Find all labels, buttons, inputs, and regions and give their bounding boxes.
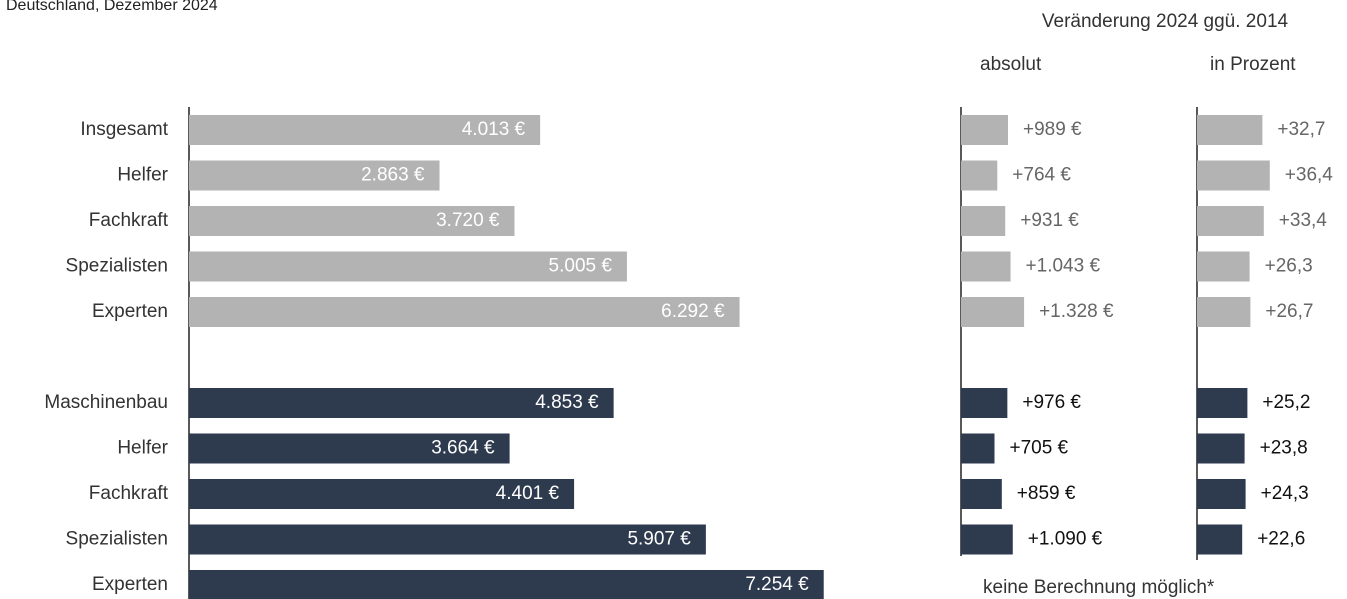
- value-label: +764 €: [1012, 165, 1071, 186]
- value-label: 7.254 €: [745, 574, 809, 595]
- chart-subtitle: Deutschland, Dezember 2024: [6, 0, 218, 14]
- panel-title: absolut: [980, 54, 1042, 75]
- bar: [961, 479, 1002, 509]
- bar: [189, 297, 740, 327]
- panel-title: in Prozent: [1210, 54, 1296, 75]
- value-label: +23,8: [1260, 438, 1308, 459]
- bar: [1197, 297, 1251, 327]
- bar: [1197, 479, 1246, 509]
- category-label: Helfer: [117, 438, 168, 459]
- bar: [961, 115, 1008, 145]
- bar: [1197, 160, 1270, 191]
- value-label: 3.720 €: [436, 210, 500, 231]
- value-label: +931 €: [1020, 210, 1079, 231]
- bar: [189, 570, 824, 599]
- value-label: +36,4: [1285, 165, 1334, 186]
- bar: [1197, 251, 1250, 282]
- value-label: +32,7: [1277, 119, 1325, 140]
- annotation: keine Berechnung möglich*: [983, 577, 1215, 598]
- value-label: +705 €: [1009, 438, 1068, 459]
- value-label: +25,2: [1262, 392, 1310, 413]
- value-label: 4.853 €: [535, 392, 599, 413]
- value-label: +24,3: [1261, 483, 1309, 504]
- value-label: +1.043 €: [1026, 256, 1101, 277]
- bar: [189, 206, 515, 236]
- value-label: +22,6: [1257, 529, 1305, 550]
- bar: [189, 251, 627, 282]
- bar: [961, 206, 1006, 236]
- value-label: 5.907 €: [627, 529, 691, 550]
- value-label: 4.401 €: [496, 483, 560, 504]
- bar: [189, 524, 706, 555]
- bar: [1197, 433, 1245, 464]
- value-label: +1.328 €: [1039, 301, 1114, 322]
- bar: [961, 524, 1013, 555]
- value-label: 6.292 €: [661, 301, 725, 322]
- category-label: Fachkraft: [89, 483, 169, 504]
- bar: [189, 160, 440, 191]
- bar: [961, 251, 1011, 282]
- bar: [1197, 206, 1264, 236]
- value-label: +26,3: [1265, 256, 1313, 277]
- value-label: +33,4: [1279, 210, 1328, 231]
- change-header: Veränderung 2024 ggü. 2014: [1042, 11, 1289, 32]
- category-label: Fachkraft: [89, 210, 169, 231]
- bar: [961, 433, 995, 464]
- category-label: Maschinenbau: [44, 392, 168, 413]
- value-label: 2.863 €: [361, 165, 425, 186]
- value-label: +26,7: [1265, 301, 1313, 322]
- value-label: +989 €: [1023, 119, 1082, 140]
- bar: [189, 388, 614, 418]
- bar: [961, 160, 998, 191]
- category-label: Experten: [92, 574, 168, 595]
- category-label: Helfer: [117, 165, 168, 186]
- bar: [189, 115, 541, 145]
- value-label: +976 €: [1022, 392, 1081, 413]
- bar: [1197, 524, 1243, 555]
- value-label: 4.013 €: [462, 119, 526, 140]
- category-label: Insgesamt: [80, 119, 168, 140]
- bar: [961, 297, 1025, 327]
- value-label: 5.005 €: [549, 256, 613, 277]
- value-label: +1.090 €: [1028, 529, 1103, 550]
- category-label: Experten: [92, 301, 168, 322]
- bar: [189, 433, 510, 464]
- bar: [1197, 388, 1248, 418]
- category-label: Spezialisten: [66, 529, 168, 550]
- bar: [1197, 115, 1263, 145]
- bar: [961, 388, 1008, 418]
- value-label: +859 €: [1017, 483, 1076, 504]
- category-label: Spezialisten: [66, 256, 168, 277]
- bar: [189, 479, 575, 509]
- value-label: 3.664 €: [431, 438, 495, 459]
